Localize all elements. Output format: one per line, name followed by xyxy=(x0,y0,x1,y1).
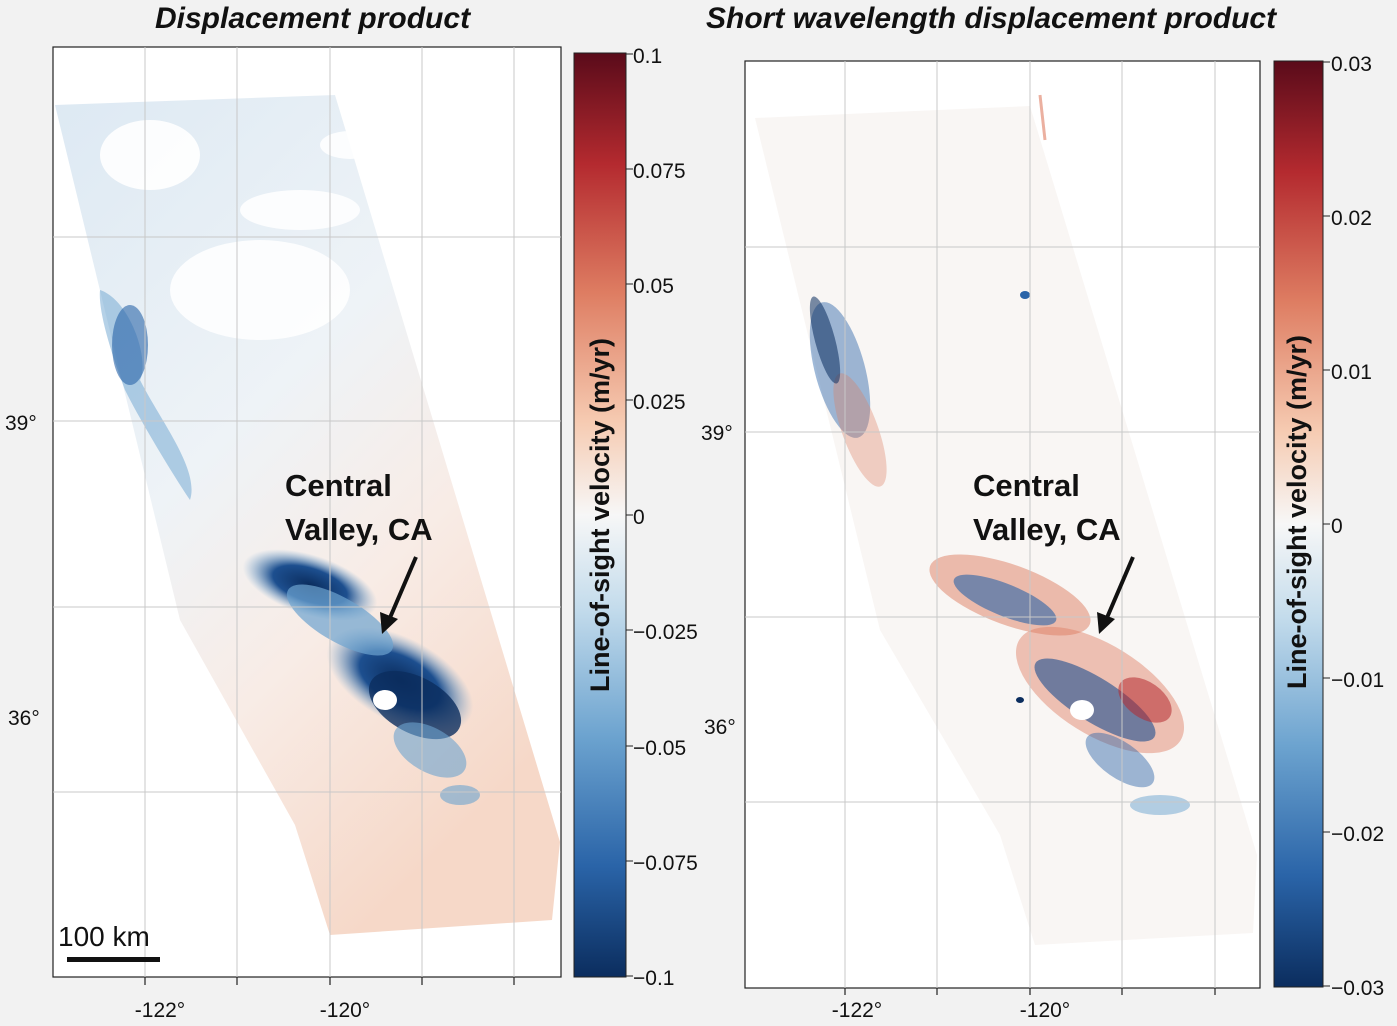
x-tick-label: -120° xyxy=(1020,999,1070,1022)
colorbar-tick-label: −0.02 xyxy=(1331,823,1384,846)
colorbar-tick-label: −0.05 xyxy=(633,737,686,760)
colorbar-tick-label: 0.01 xyxy=(1331,361,1372,384)
colorbar-tick-label: 0.05 xyxy=(633,275,674,298)
map-figure: -122° -120° 39° 36° Central Valley, CA 0… xyxy=(701,53,1384,1022)
insar-swath xyxy=(55,95,560,935)
colorbar-tick-label: 0.03 xyxy=(1331,53,1372,76)
x-tick-label: -122° xyxy=(135,999,185,1022)
graticule xyxy=(745,61,1260,988)
frame-ticks xyxy=(144,977,515,985)
colorbar-tick-label: 0.075 xyxy=(633,160,686,183)
insar-swath xyxy=(755,94,1257,945)
annotation-arrow xyxy=(380,556,418,634)
x-tick-label: -120° xyxy=(320,999,370,1022)
map-figure: -122° -120° 39° 36° Central Valley, CA 1… xyxy=(5,45,698,1022)
panel-title: Displacement product xyxy=(155,2,471,35)
colorbar-tick-label: 0 xyxy=(1331,515,1343,538)
colorbar-ticks xyxy=(626,53,633,977)
colorbar xyxy=(1273,60,1324,988)
scale-bar-label: 100 km xyxy=(58,921,150,952)
colorbar-tick-label: −0.1 xyxy=(633,967,674,990)
colorbar-label: Line-of-sight velocity (m/yr) xyxy=(585,338,615,692)
colorbar-tick-label: −0.025 xyxy=(633,621,698,644)
colorbar xyxy=(573,52,627,978)
graticule xyxy=(53,47,561,977)
colorbar-tick-label: 0 xyxy=(633,506,645,529)
annotation-line-1: Central xyxy=(285,468,392,503)
colorbar-tick-label: 0.02 xyxy=(1331,207,1372,230)
annotation-arrow xyxy=(1097,556,1135,634)
y-tick-label: 36° xyxy=(704,716,736,739)
x-tick-label: -122° xyxy=(832,999,882,1022)
scale-bar xyxy=(67,957,160,962)
y-tick-label: 39° xyxy=(5,412,37,435)
colorbar-tick-label: −0.01 xyxy=(1331,669,1384,692)
colorbar-tick-label: −0.075 xyxy=(633,852,698,875)
colorbar-tick-label: 0.025 xyxy=(633,391,686,414)
frame-ticks xyxy=(844,988,1216,995)
annotation-line-1: Central xyxy=(973,468,1080,503)
panel-title: Short wavelength displacement product xyxy=(706,2,1277,35)
annotation-line-2: Valley, CA xyxy=(285,512,433,547)
panel-short-wavelength: Short wavelength displacement product xyxy=(700,0,1397,1026)
colorbar-label: Line-of-sight velocity (m/yr) xyxy=(1282,335,1312,689)
colorbar-ticks xyxy=(1323,61,1330,987)
y-tick-label: 36° xyxy=(8,707,40,730)
annotation-line-2: Valley, CA xyxy=(973,512,1121,547)
panel-displacement: Displacement product xyxy=(5,2,698,1022)
colorbar-tick-label: 0.1 xyxy=(633,45,662,68)
y-tick-label: 39° xyxy=(701,422,733,445)
colorbar-tick-label: −0.03 xyxy=(1331,977,1384,1000)
